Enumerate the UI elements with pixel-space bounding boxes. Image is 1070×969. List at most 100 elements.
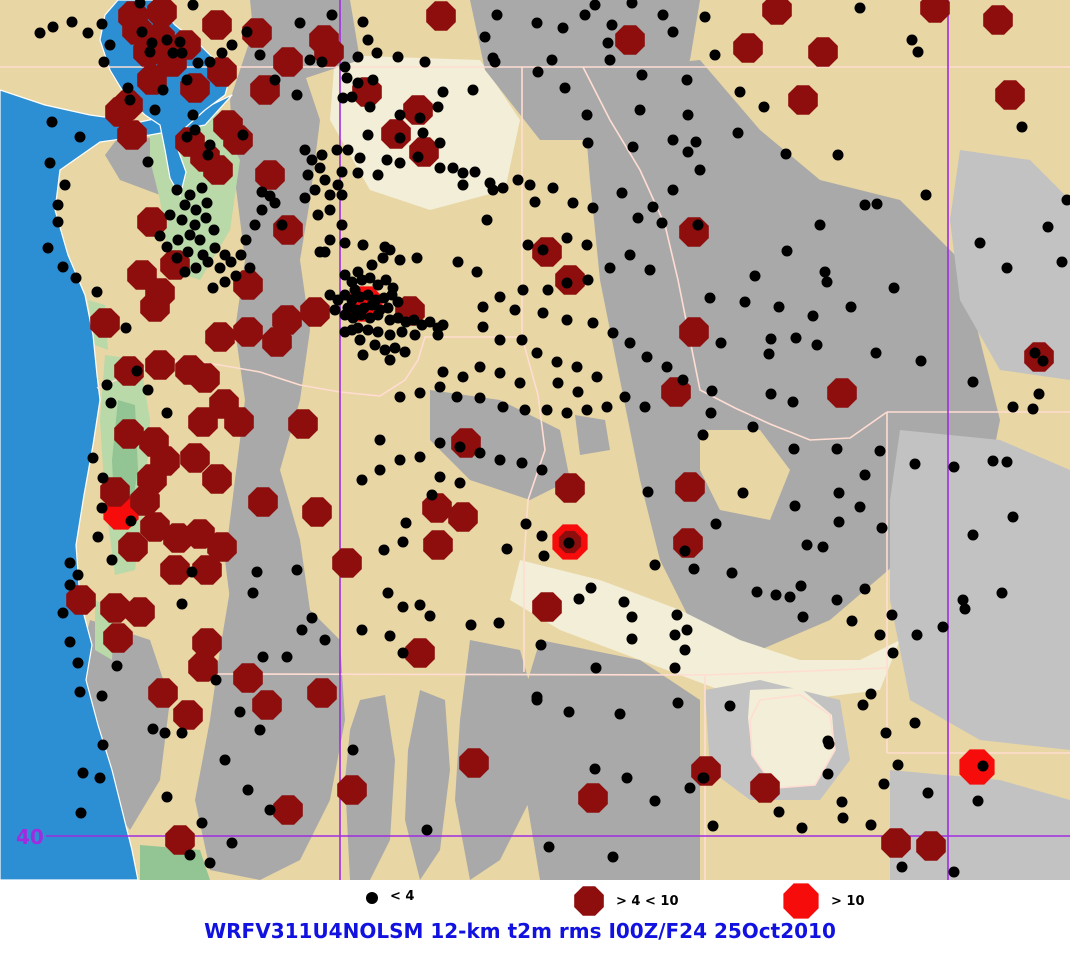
station-dot-lt4: [219, 276, 231, 288]
station-dot-lt4: [870, 347, 882, 359]
station-dot-lt4: [1016, 121, 1028, 133]
station-dot-lt4: [316, 149, 328, 161]
station-dot-lt4: [64, 636, 76, 648]
terrain-patch: [700, 430, 790, 520]
station-dot-lt4: [621, 772, 633, 784]
station-octagon-4to10: [125, 597, 155, 627]
station-octagon-4to10: [679, 317, 709, 347]
station-dot-lt4: [582, 274, 594, 286]
station-dot-lt4: [219, 754, 231, 766]
station-dot-lt4: [52, 216, 64, 228]
station-octagon-4to10: [788, 85, 818, 115]
station-dot-lt4: [189, 124, 201, 136]
station-dot-lt4: [765, 388, 777, 400]
station-dot-lt4: [937, 621, 949, 633]
station-dot-lt4: [704, 292, 716, 304]
station-dot-lt4: [204, 857, 216, 869]
station-octagon-4to10: [272, 305, 302, 335]
station-dot-lt4: [626, 0, 638, 9]
station-dot-lt4: [582, 137, 594, 149]
station-dot-lt4: [819, 266, 831, 278]
station-dot-lt4: [319, 246, 331, 258]
station-dot-lt4: [517, 284, 529, 296]
station-dot-lt4: [77, 767, 89, 779]
station-octagon-4to10: [205, 322, 235, 352]
station-dot-lt4: [409, 329, 421, 341]
station-dot-lt4: [394, 157, 406, 169]
station-dot-lt4: [400, 517, 412, 529]
terrain-patch: [520, 640, 700, 880]
station-dot-lt4: [567, 197, 579, 209]
station-dot-lt4: [561, 314, 573, 326]
station-dot-lt4: [366, 259, 378, 271]
station-dot-lt4: [679, 644, 691, 656]
station-dot-lt4: [364, 272, 376, 284]
station-dot-lt4: [257, 651, 269, 663]
station-dot-lt4: [374, 464, 386, 476]
station-dot-lt4: [64, 557, 76, 569]
station-dot-lt4: [302, 169, 314, 181]
station-octagon-4to10: [255, 160, 285, 190]
station-dot-lt4: [204, 56, 216, 68]
station-dot-lt4: [434, 137, 446, 149]
station-dot-lt4: [179, 266, 191, 278]
station-dot-lt4: [1029, 347, 1041, 359]
station-dot-lt4: [394, 254, 406, 266]
legend-label-lt4: < 4: [390, 888, 415, 904]
latitude-label: 40: [16, 825, 44, 849]
station-dot-lt4: [896, 861, 908, 873]
station-octagon-4to10: [423, 530, 453, 560]
station-dot-lt4: [319, 174, 331, 186]
station-dot-lt4: [888, 282, 900, 294]
station-dot-lt4: [187, 0, 199, 11]
station-dot-lt4: [531, 17, 543, 29]
station-dot-lt4: [1001, 456, 1013, 468]
terrain-patch: [405, 690, 450, 880]
station-dot-lt4: [194, 234, 206, 246]
station-dot-lt4: [671, 609, 683, 621]
station-dot-lt4: [632, 212, 644, 224]
station-dot-lt4: [364, 101, 376, 113]
station-dot-lt4: [911, 629, 923, 641]
station-dot-lt4: [837, 812, 849, 824]
station-octagon-4to10: [66, 585, 96, 615]
station-octagon-4to10: [114, 419, 144, 449]
station-dot-lt4: [216, 47, 228, 59]
station-dot-lt4: [787, 396, 799, 408]
terrain-patch: [455, 640, 540, 880]
station-dot-lt4: [397, 647, 409, 659]
station-dot-lt4: [807, 310, 819, 322]
station-dot-lt4: [59, 179, 71, 191]
station-octagon-4to10: [130, 486, 160, 516]
station-dot-lt4: [579, 9, 591, 21]
station-octagon-4to10: [448, 502, 478, 532]
station-dot-lt4: [421, 824, 433, 836]
station-dot-lt4: [164, 209, 176, 221]
station-dot-lt4: [161, 791, 173, 803]
station-dot-lt4: [184, 189, 196, 201]
station-dot-lt4: [147, 723, 159, 735]
station-dot-lt4: [98, 56, 110, 68]
station-dot-lt4: [291, 89, 303, 101]
station-dot-lt4: [773, 806, 785, 818]
station-dot-lt4: [845, 301, 857, 313]
station-dot-lt4: [619, 391, 631, 403]
station-octagon-4to10: [140, 512, 170, 542]
station-dot-lt4: [447, 162, 459, 174]
border-id-mt-divide: [582, 66, 888, 441]
station-dot-lt4: [581, 109, 593, 121]
station-dot-lt4: [626, 611, 638, 623]
station-dot-lt4: [790, 332, 802, 344]
station-dot-lt4: [382, 587, 394, 599]
station-dot-lt4: [437, 319, 449, 331]
border-salt-flats-outline: [749, 694, 836, 789]
station-dot-lt4: [585, 582, 597, 594]
station-dot-lt4: [202, 149, 214, 161]
station-dot-lt4: [692, 219, 704, 231]
station-dot-lt4: [915, 355, 927, 367]
station-dot-lt4: [571, 361, 583, 373]
station-dot-lt4: [332, 294, 344, 306]
station-dot-lt4: [788, 443, 800, 455]
station-dot-lt4: [796, 822, 808, 834]
station-dot-lt4: [374, 434, 386, 446]
